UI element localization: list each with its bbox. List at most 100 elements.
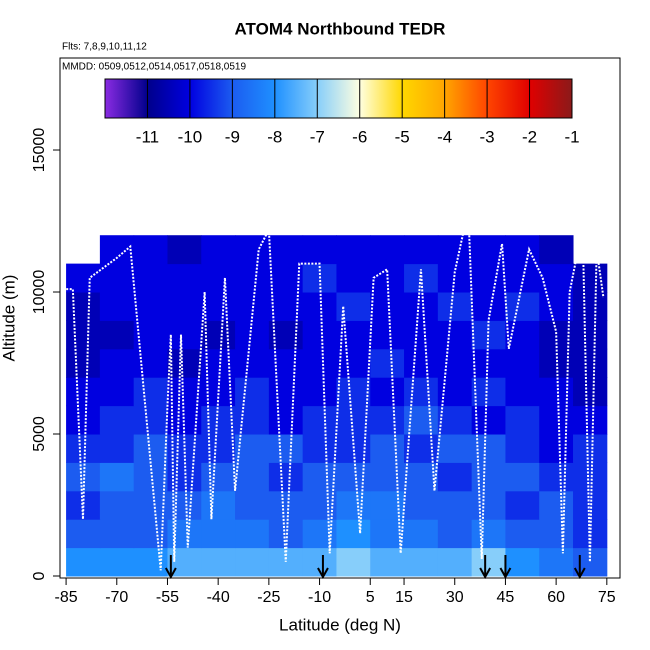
heat-cell — [336, 348, 371, 378]
heat-cell — [370, 292, 405, 321]
arrow-head — [317, 567, 329, 580]
y-tick-label: 15000 — [31, 128, 48, 173]
arrow-marker — [317, 555, 329, 580]
x-tick-label: 60 — [547, 589, 565, 606]
heat-cell — [437, 405, 473, 435]
heat-cell — [471, 519, 506, 549]
heat-cell — [133, 519, 168, 549]
x-tick-label: -55 — [156, 589, 179, 606]
heat-cell — [99, 490, 135, 520]
heat-cell — [167, 320, 202, 350]
heat-cell — [539, 292, 574, 321]
heat-cell — [133, 292, 168, 321]
heat-cell — [573, 320, 608, 350]
heat-cell — [404, 490, 439, 520]
y-axis-label: Altitude (m) — [0, 275, 18, 362]
colorbar-tick-label: -10 — [178, 127, 203, 146]
arrow-head — [573, 567, 586, 580]
heat-cell — [404, 462, 439, 492]
heat-cell — [99, 292, 135, 321]
colorbar-segment — [402, 79, 445, 118]
heat-cell — [201, 490, 236, 520]
colorbar-segment — [487, 79, 530, 118]
heat-cell — [133, 377, 168, 407]
heat-cell — [336, 377, 371, 407]
heat-cell — [471, 462, 506, 492]
arrow-marker — [499, 555, 512, 580]
heat-cell — [505, 263, 540, 293]
heat-cell — [539, 377, 574, 407]
x-tick-label: 75 — [598, 589, 616, 606]
heat-cell — [505, 547, 540, 577]
y-tick-label: 5000 — [31, 416, 48, 452]
heat-cell — [539, 235, 574, 265]
heat-cell — [437, 547, 473, 577]
heat-cell — [573, 519, 608, 549]
heat-cell — [437, 320, 473, 350]
colorbar-segment — [147, 79, 191, 118]
heat-cell — [235, 547, 270, 577]
x-tick-label: -70 — [105, 589, 128, 606]
x-tick-label: -85 — [55, 589, 78, 606]
heat-cell — [268, 377, 304, 407]
colorbar-segment — [529, 79, 573, 118]
heat-cell — [471, 490, 506, 520]
arrow-head — [479, 567, 492, 580]
annotation: MMDD: 0509,0512,0514,0517,0518,0519 — [62, 62, 246, 73]
heat-cell — [201, 263, 236, 293]
x-tick-label: 5 — [366, 589, 375, 606]
heat-cell — [539, 519, 574, 549]
heat-cell — [573, 434, 608, 463]
heat-cell — [99, 377, 135, 407]
heat-cell — [336, 519, 371, 549]
subtitle: Flts: 7,8,9,10,11,12 — [62, 42, 147, 53]
heat-cell — [437, 462, 473, 492]
heat-cell — [404, 263, 439, 293]
heat-cell — [539, 547, 574, 577]
heat-cell — [201, 434, 236, 463]
heat-cell — [302, 235, 337, 265]
heat-cell — [235, 490, 270, 520]
heat-cell — [471, 377, 506, 407]
colorbar-segment — [274, 79, 318, 118]
heat-cell — [471, 405, 506, 435]
heat-cell — [302, 462, 337, 492]
heat-cell — [235, 519, 270, 549]
heat-cell — [471, 292, 506, 321]
heat-cell — [201, 292, 236, 321]
heat-cell — [573, 462, 608, 492]
heat-cell — [336, 547, 371, 577]
colorbar-tick-label: -4 — [437, 127, 452, 146]
heat-cell — [66, 462, 101, 492]
colorbar-segment — [317, 79, 361, 118]
heat-cell — [404, 348, 439, 378]
arrow-marker — [479, 555, 492, 580]
heat-cell — [573, 292, 608, 321]
colorbar-tick-label: -8 — [267, 127, 282, 146]
heat-cell — [370, 320, 405, 350]
heat-cell — [539, 263, 574, 293]
heat-cell — [167, 292, 202, 321]
heat-cell — [201, 320, 236, 350]
heat-cell — [370, 235, 405, 265]
heat-cell — [167, 519, 202, 549]
heat-cell — [302, 320, 337, 350]
heat-cell — [235, 434, 270, 463]
heat-cell — [268, 462, 304, 492]
colorbar-tick-label: -5 — [395, 127, 410, 146]
heat-cell — [133, 263, 168, 293]
heat-cell — [471, 348, 506, 378]
colorbar-tick-label: -6 — [352, 127, 367, 146]
heat-cell — [336, 490, 371, 520]
heat-cell — [302, 377, 337, 407]
heat-cell — [268, 235, 304, 265]
colorbar-tick-label: -7 — [310, 127, 325, 146]
colorbar-tick-label: -9 — [225, 127, 240, 146]
heat-cell — [99, 519, 135, 549]
heat-cell — [573, 348, 608, 378]
heat-cell — [99, 320, 135, 350]
heat-cell — [66, 547, 101, 577]
heat-cell — [471, 263, 506, 293]
heat-cell — [336, 292, 371, 321]
heat-cell — [404, 377, 439, 407]
